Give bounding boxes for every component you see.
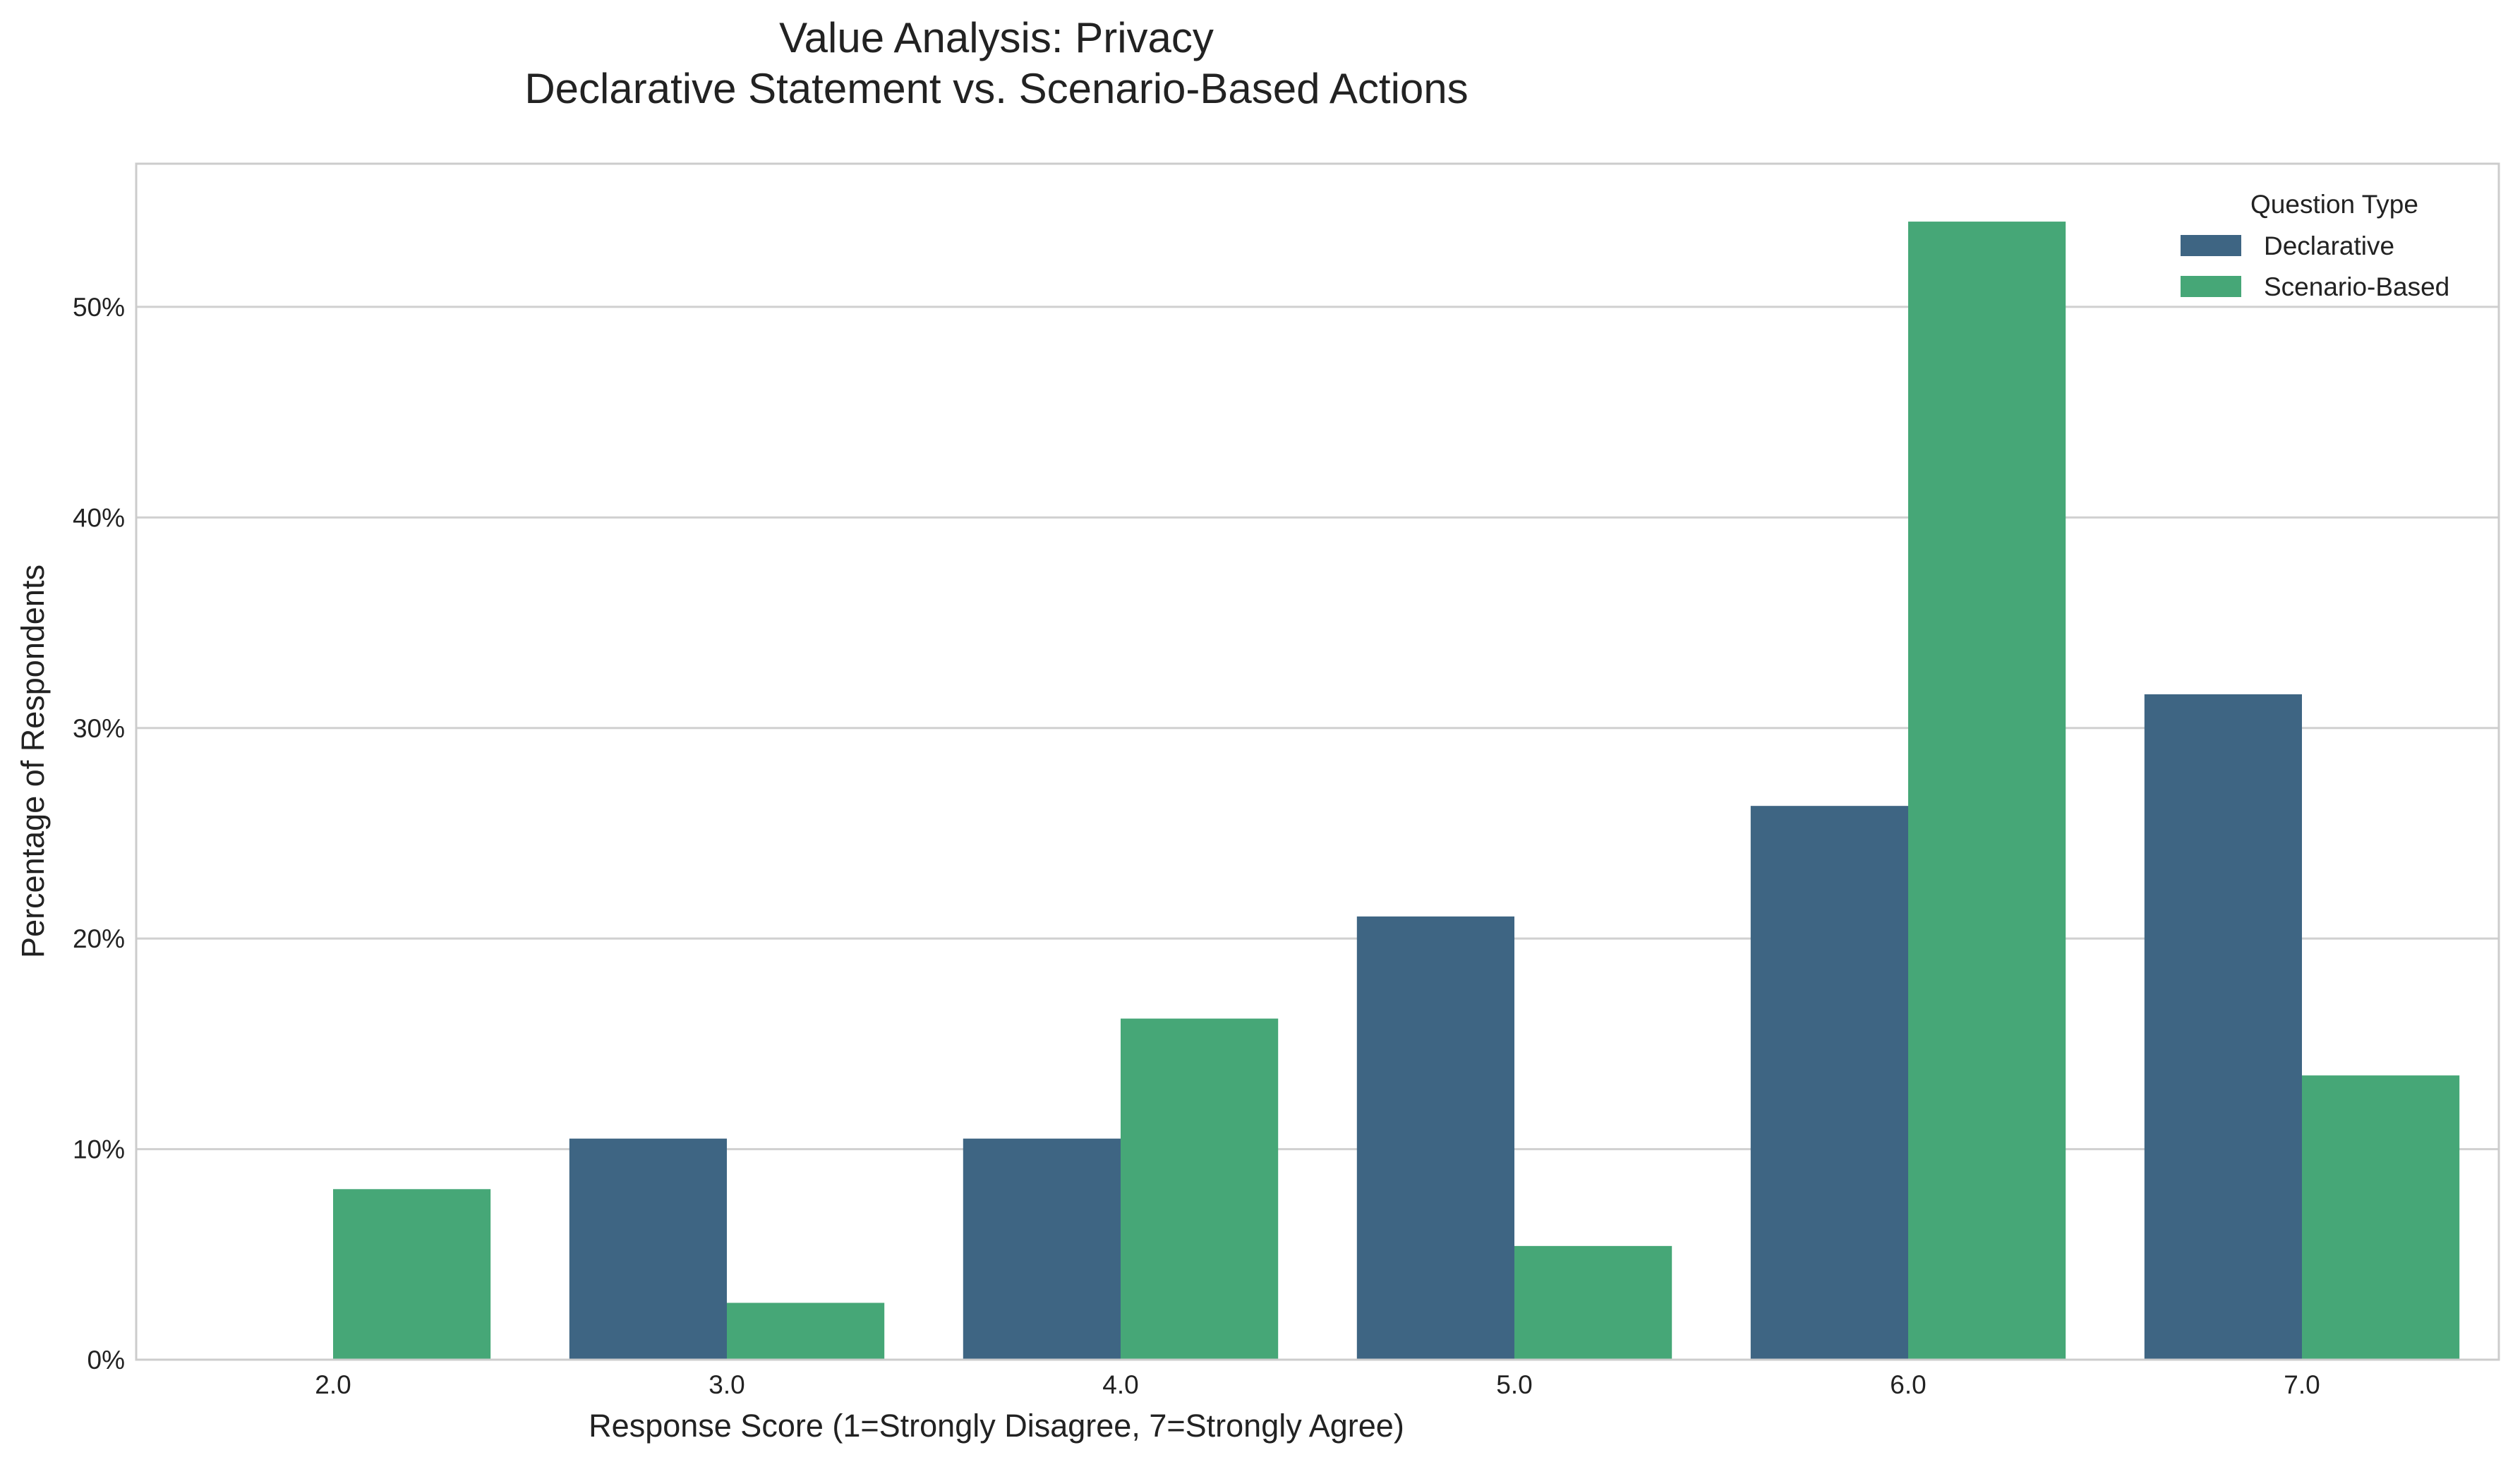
bar-scenario-based-4-0 <box>1121 1018 1279 1360</box>
legend-swatch <box>2181 235 2241 256</box>
bar-scenario-based-7-0 <box>2302 1075 2460 1360</box>
bar-scenario-based-5-0 <box>1514 1245 1672 1360</box>
legend: Question Type Declarative Scenario-Based <box>2181 190 2449 301</box>
y-tick-label: 10% <box>73 1135 125 1164</box>
y-tick-label: 0% <box>88 1346 125 1375</box>
x-axis-label: Response Score (1=Strongly Disagree, 7=S… <box>589 1408 1404 1444</box>
x-axis-ticks: 2.0 3.0 4.0 5.0 6.0 7.0 <box>315 1370 2320 1399</box>
bar-scenario-based-3-0 <box>727 1303 885 1360</box>
y-tick-label: 20% <box>73 924 125 953</box>
y-axis-ticks: 0% 10% 20% 30% 40% 50% <box>73 293 125 1375</box>
x-tick-label: 7.0 <box>2284 1370 2320 1399</box>
bar-declarative-4-0 <box>963 1138 1121 1360</box>
bar-declarative-7-0 <box>2144 694 2302 1360</box>
bars <box>333 222 2460 1360</box>
bar-declarative-6-0 <box>1750 806 1908 1360</box>
bar-declarative-5-0 <box>1356 916 1514 1360</box>
legend-label: Scenario-Based <box>2264 272 2449 301</box>
legend-title: Question Type <box>2250 190 2418 219</box>
x-tick-label: 4.0 <box>1102 1370 1138 1399</box>
y-axis-label: Percentage of Respondents <box>15 564 51 958</box>
legend-label: Declarative <box>2264 231 2394 260</box>
plot-area-frame <box>135 162 2500 1361</box>
chart-title-line2: Declarative Statement vs. Scenario-Based… <box>524 65 1468 112</box>
chart-title-line1: Value Analysis: Privacy <box>779 14 1214 61</box>
bar-scenario-based-2-0 <box>333 1189 491 1360</box>
bar-scenario-based-6-0 <box>1908 222 2066 1360</box>
y-tick-label: 40% <box>73 503 125 532</box>
x-tick-label: 6.0 <box>1890 1370 1926 1399</box>
bar-declarative-3-0 <box>569 1138 727 1360</box>
y-tick-label: 50% <box>73 293 125 322</box>
x-tick-label: 3.0 <box>709 1370 744 1399</box>
y-tick-label: 30% <box>73 714 125 743</box>
x-tick-label: 5.0 <box>1496 1370 1532 1399</box>
x-tick-label: 2.0 <box>315 1370 351 1399</box>
legend-swatch <box>2181 276 2241 297</box>
